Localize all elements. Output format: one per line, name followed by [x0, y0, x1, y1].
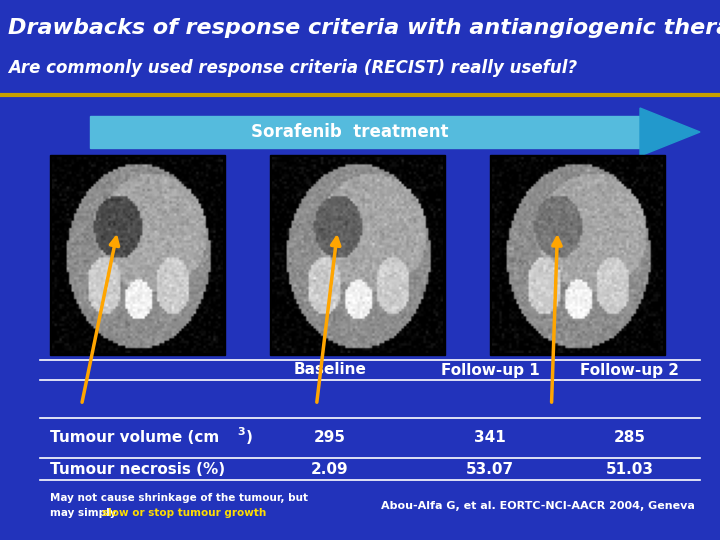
Bar	[270, 155, 445, 355]
Text: 295: 295	[314, 430, 346, 445]
Text: ): )	[246, 430, 253, 445]
Text: Tumour necrosis (%): Tumour necrosis (%)	[50, 462, 225, 476]
Text: Drawbacks of response criteria with antiangiogenic therapy: Drawbacks of response criteria with anti…	[8, 18, 720, 38]
Bar	[50, 155, 225, 355]
Text: 285: 285	[614, 430, 646, 445]
Text: Sorafenib  treatment: Sorafenib treatment	[251, 123, 449, 141]
Text: Follow-up 1: Follow-up 1	[441, 362, 539, 377]
Text: Follow-up 2: Follow-up 2	[580, 362, 680, 377]
Polygon shape	[640, 108, 700, 156]
Text: 2.09: 2.09	[311, 462, 348, 476]
Text: Tumour volume (cm: Tumour volume (cm	[50, 430, 220, 445]
Text: 51.03: 51.03	[606, 462, 654, 476]
Text: Are commonly used response criteria (RECIST) really useful?: Are commonly used response criteria (REC…	[8, 59, 577, 77]
Text: may simply: may simply	[50, 508, 120, 518]
Text: Baseline: Baseline	[294, 362, 366, 377]
Text: May not cause shrinkage of the tumour, but: May not cause shrinkage of the tumour, b…	[50, 493, 308, 503]
Text: Abou-Alfa G, et al. EORTC-NCI-AACR 2004, Geneva: Abou-Alfa G, et al. EORTC-NCI-AACR 2004,…	[381, 501, 695, 511]
Bar	[90, 116, 640, 148]
Text: slow or stop tumour growth: slow or stop tumour growth	[102, 508, 266, 518]
Text: 53.07: 53.07	[466, 462, 514, 476]
Bar	[490, 155, 665, 355]
Text: 341: 341	[474, 430, 506, 445]
Text: 3: 3	[237, 427, 245, 437]
